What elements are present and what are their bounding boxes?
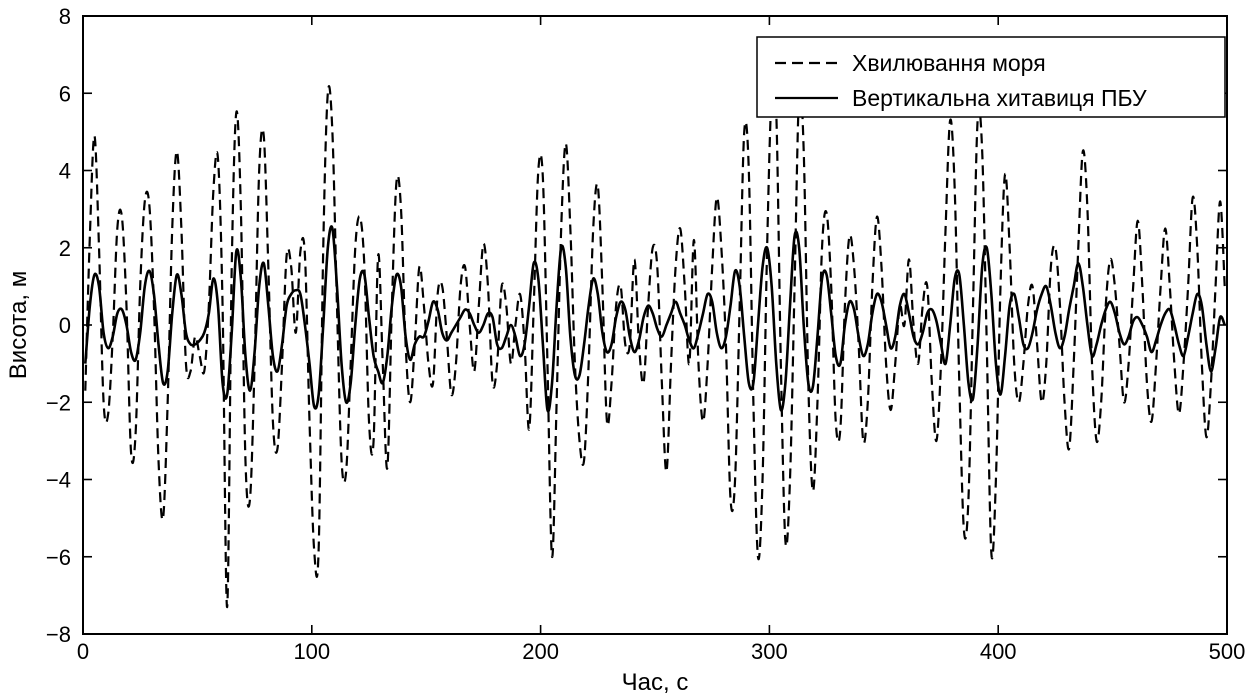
- x-tick-label: 400: [980, 639, 1017, 664]
- x-tick-label: 100: [293, 639, 330, 664]
- y-tick-label: 4: [59, 159, 71, 184]
- y-axis-label: Висота, м: [5, 271, 32, 379]
- series-line-platform-heave: [85, 226, 1224, 411]
- series-layer: [85, 77, 1224, 607]
- y-tick-label: 2: [59, 236, 71, 261]
- y-tick-label: −4: [46, 468, 71, 493]
- legend-label-platform-heave: Вертикальна хитавиця ПБУ: [852, 85, 1147, 111]
- y-tick-label: −6: [46, 545, 71, 570]
- legend-label-sea-waves: Хвилювання моря: [852, 50, 1046, 76]
- y-tick-label: −2: [46, 390, 71, 415]
- x-tick-label: 300: [751, 639, 788, 664]
- x-tick-label: 500: [1209, 639, 1246, 664]
- y-tick-label: 8: [59, 4, 71, 29]
- y-tick-label: −8: [46, 622, 71, 647]
- x-tick-label: 0: [77, 639, 89, 664]
- x-axis-label: Час, с: [622, 669, 689, 696]
- y-tick-label: 6: [59, 81, 71, 106]
- x-tick-label: 200: [522, 639, 559, 664]
- y-tick-label: 0: [59, 313, 71, 338]
- legend: Хвилювання моря Вертикальна хитавиця ПБУ: [757, 37, 1225, 117]
